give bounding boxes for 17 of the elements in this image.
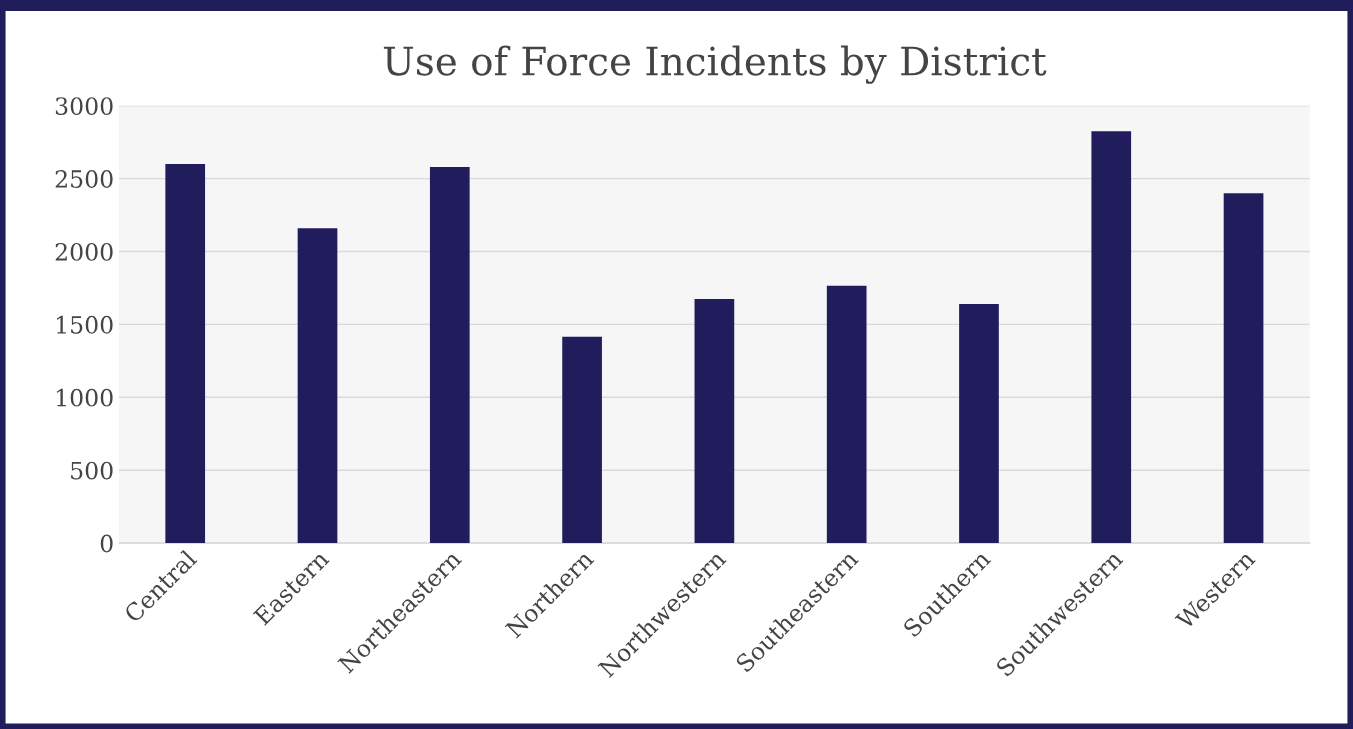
y-tick-label: 500 — [71, 461, 113, 480]
y-tick-label: 2000 — [55, 242, 113, 261]
y-tick-label: 1000 — [56, 388, 113, 407]
bar — [562, 336, 602, 544]
bar — [959, 303, 999, 544]
bar — [1091, 131, 1132, 544]
bar — [694, 298, 735, 544]
y-tick-label: 3000 — [55, 97, 113, 116]
y-tick-label: 1500 — [56, 315, 113, 334]
bar — [1223, 193, 1264, 544]
chart-title: Use of Force Incidents by District — [383, 45, 1047, 84]
y-tick-label: 0 — [100, 534, 113, 553]
bar — [826, 285, 867, 544]
y-tick-label: 2500 — [55, 170, 113, 188]
bar — [297, 228, 338, 544]
bar — [165, 164, 206, 544]
bar — [429, 166, 470, 544]
